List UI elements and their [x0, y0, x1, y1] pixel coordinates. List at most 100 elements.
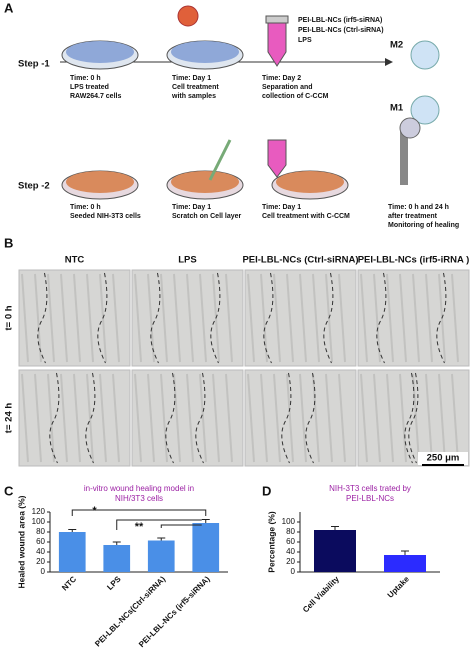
wound-edge [97, 272, 108, 364]
schematic [60, 5, 440, 200]
chart-title: in-vitro wound healing model in [84, 484, 194, 493]
caption: Separation and [262, 84, 313, 91]
significance: * [92, 505, 97, 517]
column-header: PEI-LBL-NCs (Ctrl-siRNA) [242, 255, 358, 266]
texture [399, 273, 407, 363]
caption: with samples [171, 93, 216, 100]
wound-edge [85, 372, 96, 464]
texture [60, 373, 68, 463]
bar [58, 532, 86, 572]
texture [212, 373, 220, 463]
caption: Cell treatment [172, 84, 219, 91]
texture [386, 373, 394, 463]
caption: Time: Day 1 [262, 204, 301, 211]
error-bar [201, 519, 210, 523]
bar [147, 540, 175, 572]
caption: RAW264.7 cells [70, 93, 121, 100]
y-tick-label: 80 [286, 527, 295, 536]
caption: Seeded NIH-3T3 cells [70, 213, 141, 220]
error-bar [112, 541, 121, 545]
texture [134, 373, 142, 463]
caption: collection of C-CCM [262, 93, 329, 100]
texture [451, 273, 459, 363]
texture [34, 273, 42, 363]
panel-letter: C [4, 483, 14, 498]
wound-edge [37, 272, 48, 364]
scale-bar-label: 250 μm [427, 453, 460, 464]
caption: Cell treatment with C-CCM [262, 213, 350, 220]
caption: Monitoring of healing [388, 222, 459, 229]
scale-bar-bg [418, 452, 468, 465]
texture [338, 273, 346, 363]
panel-letter: D [262, 483, 271, 498]
texture [173, 273, 181, 363]
texture [247, 373, 255, 463]
step-label: Step -1 [18, 59, 50, 70]
caption: Time: 0 h [70, 75, 101, 82]
texture [451, 373, 459, 463]
texture [21, 273, 29, 363]
texture [21, 373, 29, 463]
texture [286, 273, 294, 363]
texture [73, 373, 81, 463]
macrophage-label: M2 [390, 40, 403, 51]
texture [386, 273, 394, 363]
texture [412, 273, 420, 363]
wound-edge [408, 372, 419, 464]
micrographs [18, 269, 470, 467]
bar [314, 530, 356, 572]
y-tick-label: 100 [282, 517, 296, 526]
x-tick-label: Cell Viability [301, 574, 341, 614]
x-tick-label: Uptake [386, 574, 412, 600]
y-tick-label: 20 [36, 557, 45, 566]
texture [425, 273, 433, 363]
wound-edge [436, 272, 447, 364]
texture [399, 373, 407, 463]
texture [147, 273, 155, 363]
error-bar [401, 550, 409, 555]
bar [384, 555, 426, 572]
error-bar [68, 529, 77, 532]
texture [312, 373, 320, 463]
caption: LPS treated [70, 84, 109, 91]
texture [286, 373, 294, 463]
texture [34, 373, 42, 463]
texture [199, 273, 207, 363]
texture [312, 273, 320, 363]
texture [160, 373, 168, 463]
wound-edge [210, 272, 221, 364]
chart-title: PEI-LBL-NCs [346, 494, 394, 503]
texture [134, 273, 142, 363]
wound-edge [165, 372, 176, 464]
y-tick-label: 60 [286, 537, 295, 546]
panel-letter: A [4, 0, 14, 15]
texture [160, 273, 168, 363]
texture [425, 373, 433, 463]
panel-letter: B [4, 235, 13, 250]
wound-edge [323, 272, 334, 364]
wound-edge [376, 272, 387, 364]
texture [60, 273, 68, 363]
bar [103, 545, 131, 572]
column-header: PEI-LBL-NCs (irf5-iRNA ) [358, 255, 470, 266]
caption: after treatment [388, 213, 438, 220]
texture [86, 373, 94, 463]
texture [199, 373, 207, 463]
texture [247, 273, 255, 363]
texture [260, 373, 268, 463]
row-label: t= 0 h [4, 305, 15, 330]
wound-edge [150, 272, 161, 364]
texture [438, 373, 446, 463]
y-tick-label: 100 [32, 517, 46, 526]
texture [260, 273, 268, 363]
significance: ** [135, 521, 144, 533]
texture [225, 373, 233, 463]
y-tick-label: 0 [291, 567, 296, 576]
y-axis-label: Healed wound area (%) [16, 495, 26, 588]
wound-edge [195, 372, 206, 464]
significance-bracket [116, 519, 202, 530]
caption: Time: 0 h [70, 204, 101, 211]
texture [360, 273, 368, 363]
y-tick-label: 80 [36, 527, 45, 536]
texture [373, 273, 381, 363]
